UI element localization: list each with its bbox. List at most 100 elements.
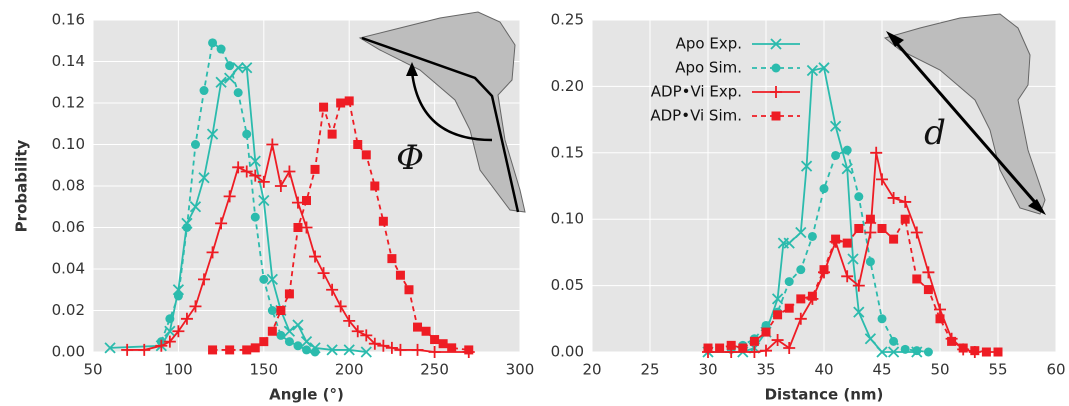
marker — [876, 173, 888, 186]
x-tick-label: 200 — [335, 361, 364, 379]
marker — [242, 345, 252, 355]
marker — [343, 314, 356, 327]
series — [156, 38, 320, 357]
marker — [309, 250, 322, 263]
marker — [302, 196, 311, 206]
marker — [852, 279, 865, 292]
marker — [343, 344, 355, 356]
marker — [865, 257, 875, 267]
marker — [232, 161, 245, 174]
series — [726, 145, 933, 357]
x-tick-label: 45 — [872, 361, 891, 379]
marker — [870, 146, 883, 159]
x-tick-label: 300 — [506, 361, 535, 379]
marker — [351, 325, 364, 338]
marker — [302, 345, 311, 355]
marker — [326, 283, 339, 296]
marker — [404, 285, 414, 295]
marker — [377, 339, 390, 352]
marker — [829, 120, 842, 132]
marker — [121, 343, 134, 356]
legend-label: Apo Sim. — [675, 59, 742, 77]
marker — [934, 303, 946, 316]
marker — [259, 274, 269, 284]
marker — [232, 62, 244, 74]
marker — [189, 201, 202, 213]
marker — [806, 64, 819, 77]
marker — [250, 343, 260, 353]
marker — [413, 322, 423, 332]
marker — [842, 145, 852, 155]
marker — [715, 343, 725, 353]
marker — [771, 334, 784, 347]
marker — [796, 265, 806, 275]
marker — [394, 343, 407, 356]
marker — [215, 217, 228, 230]
marker — [182, 223, 192, 232]
marker — [912, 346, 922, 356]
marker — [180, 312, 193, 325]
marker — [326, 344, 338, 356]
marker — [807, 231, 817, 241]
marker — [249, 169, 262, 182]
marker — [910, 226, 923, 239]
marker — [353, 140, 363, 149]
marker — [163, 335, 176, 348]
marker — [865, 214, 875, 224]
y-tick-label: 0.06 — [52, 218, 85, 236]
marker — [900, 344, 910, 354]
y-tick-label: 0.05 — [551, 276, 584, 294]
y-tick-label: 0.00 — [551, 343, 584, 361]
angle-arc — [410, 71, 493, 142]
marker — [819, 184, 829, 194]
marker — [378, 216, 388, 226]
marker — [138, 343, 151, 356]
x-tick-label: 50 — [83, 361, 102, 379]
x-tick-label: 50 — [930, 361, 949, 379]
marker — [993, 347, 1003, 357]
marker — [831, 234, 841, 244]
marker — [361, 150, 371, 160]
marker — [770, 86, 782, 98]
marker — [726, 340, 736, 350]
legend-key — [752, 111, 800, 121]
x-tick-label: 30 — [698, 361, 717, 379]
marker — [284, 337, 294, 347]
marker — [241, 62, 253, 74]
marker — [794, 312, 807, 325]
legend-label: Apo Exp. — [676, 35, 742, 53]
marker — [104, 342, 116, 354]
marker — [172, 325, 185, 338]
legend-label: ADP•Vi Sim. — [650, 107, 742, 125]
marker — [841, 270, 854, 283]
marker — [310, 347, 320, 357]
legend-key — [752, 38, 800, 50]
x-tick-label: 25 — [640, 361, 659, 379]
marker — [771, 63, 781, 73]
marker — [199, 86, 209, 96]
marker — [899, 195, 912, 208]
marker — [267, 306, 277, 315]
marker — [958, 343, 968, 353]
marker — [317, 267, 330, 280]
marker — [233, 88, 243, 98]
marker — [831, 150, 841, 160]
marker — [854, 223, 864, 233]
y-tick-label: 0.10 — [551, 210, 584, 228]
marker — [266, 273, 278, 286]
marker — [770, 38, 782, 50]
marker — [760, 344, 772, 357]
marker — [877, 314, 887, 324]
marker — [428, 346, 441, 358]
marker — [784, 303, 794, 313]
marker — [155, 339, 168, 352]
x-tick-label: 55 — [988, 361, 1007, 379]
marker — [240, 165, 253, 178]
marker — [360, 346, 372, 358]
marker — [216, 44, 226, 54]
y-tick-label: 0.00 — [52, 343, 85, 361]
marker — [847, 253, 859, 265]
marker — [276, 306, 286, 315]
marker — [889, 336, 899, 346]
